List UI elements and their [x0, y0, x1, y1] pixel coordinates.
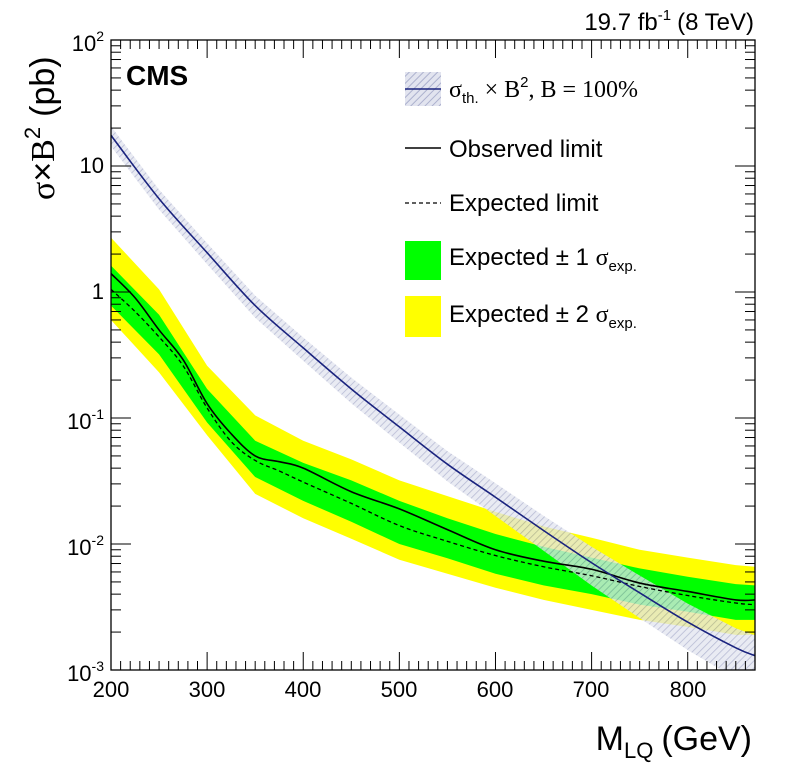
tick-layer — [110, 40, 756, 671]
experiment-label: CMS — [126, 60, 188, 91]
x-tick-label: 300 — [189, 677, 226, 702]
y-tick-label: 10-1 — [67, 406, 104, 434]
plot-frame — [110, 39, 756, 671]
x-tick-labels: 200 300 400 500 600 700 800 — [93, 677, 707, 702]
y-tick-label: 1 — [92, 279, 104, 304]
theory-cross-section-line — [111, 134, 755, 657]
data-layer — [111, 126, 755, 670]
theory-uncertainty-band — [111, 126, 755, 670]
y-tick-label: 10 — [80, 153, 104, 178]
y-tick-labels: 10-3 10-2 10-1 1 10 102 — [67, 28, 104, 686]
x-tick-label: 200 — [93, 677, 130, 702]
legend-entry-band1: Expected ± 1 σexp. — [405, 241, 637, 280]
observed-limit-line — [111, 273, 755, 602]
legend-swatch-band2 — [405, 296, 441, 337]
legend: σth. × B2, B = 100% Observed limit Expec… — [405, 72, 638, 337]
x-tick-label: 500 — [381, 677, 418, 702]
legend-label-band1: Expected ± 1 σexp. — [449, 244, 637, 275]
x-tick-label: 700 — [573, 677, 610, 702]
legend-entry-expected: Expected limit — [405, 190, 599, 217]
y-axis-title: σ×B2(pb) — [20, 56, 62, 200]
legend-swatch-band1 — [405, 241, 441, 280]
x-tick-label: 400 — [285, 677, 322, 702]
y-tick-label: 102 — [72, 28, 104, 56]
legend-label-expected: Expected limit — [449, 190, 599, 217]
legend-entry-theory: σth. × B2, B = 100% — [405, 72, 638, 107]
x-axis-title: MLQ (GeV) — [596, 720, 752, 763]
y-tick-label: 10-3 — [67, 658, 104, 686]
legend-label-theory: σth. × B2, B = 100% — [449, 74, 638, 107]
x-tick-label: 600 — [477, 677, 514, 702]
y-tick-label: 10-2 — [67, 532, 104, 560]
legend-label-observed: Observed limit — [449, 136, 603, 163]
x-tick-label: 800 — [670, 677, 707, 702]
legend-label-band2: Expected ± 2 σexp. — [449, 301, 637, 332]
legend-entry-band2: Expected ± 2 σexp. — [405, 296, 637, 337]
legend-entry-observed: Observed limit — [405, 136, 603, 163]
luminosity-label: 19.7 fb-1 (8 TeV) — [584, 7, 754, 36]
expected-limit-line — [111, 288, 755, 606]
